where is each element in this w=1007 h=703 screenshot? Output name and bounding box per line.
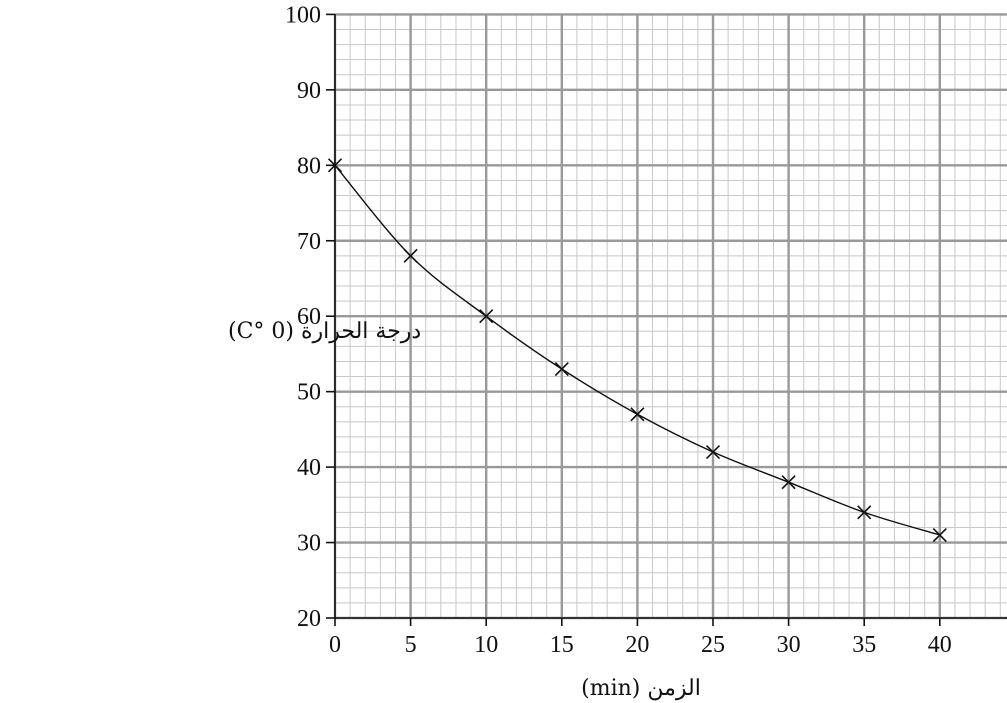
data-point-marker xyxy=(857,505,872,520)
x-tick-label: 35 xyxy=(852,632,876,658)
x-tick-label: 30 xyxy=(777,632,801,658)
y-tick-label: 100 xyxy=(285,2,321,28)
data-point-marker xyxy=(630,407,645,422)
x-tick-label: 25 xyxy=(701,632,725,658)
x-tick-label: 10 xyxy=(474,632,498,658)
y-tick-label: 20 xyxy=(297,606,321,632)
data-point-marker xyxy=(932,527,947,543)
y-axis-label: درجة الحرارة (C° 0) xyxy=(228,319,421,344)
axes xyxy=(326,13,1007,626)
data-point-marker xyxy=(403,248,418,263)
y-tick-label: 70 xyxy=(297,229,321,255)
data-point-marker xyxy=(781,475,796,490)
x-tick-label: 5 xyxy=(405,632,417,658)
x-tick-label: 20 xyxy=(625,632,649,658)
y-tick-label: 80 xyxy=(297,153,321,179)
y-tick-label: 30 xyxy=(297,531,321,557)
x-tick-label: 40 xyxy=(928,632,952,658)
y-tick-labels: 20 30 40 50 60 70 80 90 100 xyxy=(285,2,321,632)
x-tick-label: 15 xyxy=(550,632,574,658)
x-axis-label: الزمن (min) xyxy=(581,676,701,701)
data-points xyxy=(327,158,947,543)
y-tick-label: 60 xyxy=(297,304,321,330)
y-tick-label: 40 xyxy=(297,455,321,481)
x-tick-labels: 0 5 10 15 20 25 30 35 40 xyxy=(329,632,952,658)
data-point-marker xyxy=(327,158,343,173)
y-tick-label: 50 xyxy=(297,380,321,406)
data-point-marker xyxy=(705,444,721,460)
y-tick-label: 90 xyxy=(297,78,321,104)
data-point-marker xyxy=(554,361,569,377)
x-tick-label: 0 xyxy=(329,632,341,658)
data-point-marker xyxy=(479,309,494,324)
